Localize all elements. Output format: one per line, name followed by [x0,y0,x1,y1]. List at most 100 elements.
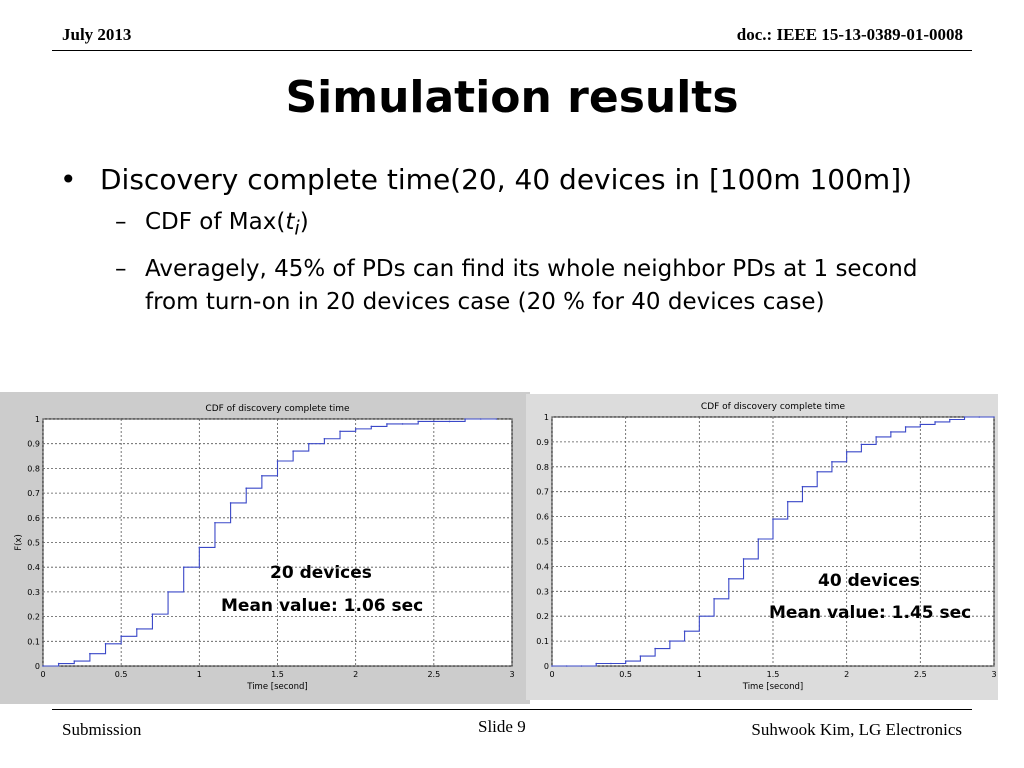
cdf-point [683,630,686,632]
x-tick-label: 2.5 [914,670,927,679]
cdf-point [136,628,138,630]
cdf-point [904,426,907,428]
x-tick-label: 3 [509,670,514,679]
cdf-point [669,640,671,642]
sub-bullet-subscript: i [294,216,300,240]
cdf-point [860,443,863,446]
annotation-label: 20 devices [270,563,372,583]
y-tick-label: 0.9 [27,440,40,449]
sub-bullet-item: – Averagely, 45% of PDs can find its who… [60,253,960,319]
cdf-point [245,487,248,489]
cdf-point [565,665,568,667]
cdf-point [742,558,745,560]
cdf-point [845,451,848,453]
cdf-point [816,470,818,473]
bullet-dot-icon: • [60,163,77,196]
x-tick-label: 2 [353,670,358,679]
cdf-point [595,662,597,665]
cdf-point [639,655,642,657]
y-tick-label: 0.9 [536,438,549,447]
cdf-point [370,425,373,428]
y-tick-label: 0.3 [536,587,549,596]
cdf-point [417,420,420,423]
cdf-point [42,665,44,667]
y-tick-label: 0 [544,662,549,671]
cdf-point [610,662,612,665]
chart-panel-40-devices: CDF of discovery complete time 0 0.5 1 1.5 2 2… [526,394,998,700]
cdf-point [919,423,922,426]
y-tick-label: 0.7 [536,488,549,497]
cdf-point [479,418,482,420]
annotation-mean: Mean value: 1.06 sec [221,596,424,616]
cdf-point [786,500,789,503]
cdf-point [551,665,553,667]
cdf-point [464,418,466,420]
y-tick-label: 0.1 [27,637,40,646]
cdf-point [276,460,279,462]
chart-panel-20-devices: CDF of discovery complete time 0 0.5 1 1.5 2 2… [0,392,530,704]
x-tick-label: 0 [549,670,554,679]
cdf-point [713,597,715,600]
cdf-point [495,418,498,420]
cdf-point [993,416,995,418]
y-tick-label: 0.2 [27,613,40,622]
y-tick-label: 0.3 [27,588,40,597]
cdf-chart-20-devices: CDF of discovery complete time 0 0.5 1 1.5 2 2… [14,404,515,692]
sub-bullet-text: Averagely, 45% of PDs can find its whole… [145,255,918,315]
y-tick-label: 0.6 [27,514,40,523]
cdf-point [757,538,760,540]
x-tick-label: 2 [844,670,849,679]
y-tick-label: 0.4 [536,562,549,571]
cdf-point [654,647,656,650]
y-tick-label: 0.6 [536,513,549,522]
cdf-point [214,521,216,524]
footer-submission: Submission [62,720,142,739]
cdf-point [339,430,341,433]
y-tick-label: 0.1 [536,637,549,646]
cdf-point [261,475,263,477]
y-tick-label: 0.4 [27,563,40,572]
sub-bullet-prefix: CDF of Max( [145,209,286,235]
y-tick-label: 0.5 [536,538,549,547]
y-tick-label: 0.2 [536,612,549,621]
slide-title: Simulation results [285,72,739,123]
cdf-point [73,660,76,662]
dash-icon: – [115,255,127,282]
cdf-point [580,665,583,667]
x-axis-label: Time [second] [742,682,803,692]
bullet-text: Discovery complete time(20, 40 devices i… [100,163,913,196]
cdf-point [448,420,451,423]
slide-number: Slide 9 [478,717,526,736]
header-date: July 2013 [62,25,132,44]
x-tick-label: 1.5 [271,670,284,679]
x-tick-label: 0.5 [619,670,632,679]
x-tick-label: 0 [40,670,45,679]
cdf-point [323,437,326,440]
x-axis-label: Time [second] [246,682,307,692]
x-tick-label: 1 [197,670,202,679]
sub-bullet-suffix: ) [299,209,309,235]
x-tick-label: 0.5 [115,670,128,679]
cdf-point [167,591,169,593]
cdf-point [386,423,388,425]
bullet-list: • Discovery complete time(20, 40 devices… [60,162,960,319]
cdf-step-line [552,416,994,667]
cdf-point [433,420,435,423]
chart-title: CDF of discovery complete time [701,402,846,412]
footer-author: Suhwook Kim, LG Electronics [751,720,962,739]
x-tick-label: 3 [991,670,996,679]
cdf-point [801,485,804,488]
sub-bullet-item: – CDF of Max(ti) [60,206,960,245]
cdf-point [182,566,185,568]
cdf-point [307,442,310,445]
sub-bullet-variable: t [285,209,295,235]
cdf-point [354,428,357,430]
cdf-point [728,578,730,580]
y-tick-label: 0.8 [536,463,549,472]
cdf-point [292,450,294,452]
footer-divider [52,709,972,710]
cdf-point [229,502,232,504]
cdf-point [120,635,122,638]
y-tick-label: 0 [35,662,40,671]
cdf-point [772,518,774,520]
